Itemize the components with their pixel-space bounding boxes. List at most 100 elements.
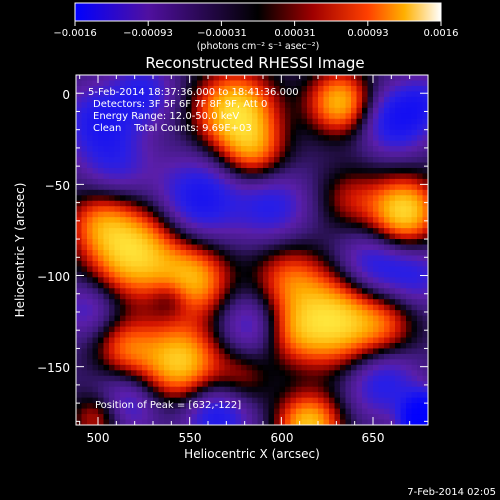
heatmap-cell: [285, 217, 292, 224]
heatmap-cell: [279, 91, 286, 98]
heatmap-cell: [98, 299, 105, 306]
annotation-clean-counts: Clean Total Counts: 9.69E+03: [93, 123, 252, 134]
heatmap-cell: [257, 397, 264, 404]
heatmap-cell: [378, 419, 385, 425]
heatmap-cell: [373, 206, 380, 213]
heatmap-cell: [290, 370, 297, 377]
heatmap-cell: [290, 239, 297, 246]
heatmap-cell: [384, 178, 391, 185]
heatmap-cell: [373, 178, 380, 185]
heatmap-cell: [136, 282, 143, 289]
heatmap-cell: [136, 91, 143, 98]
heatmap-cell: [263, 222, 270, 229]
heatmap-cell: [241, 107, 248, 114]
heatmap-cell: [109, 162, 116, 169]
heatmap-cell: [274, 266, 281, 273]
heatmap-cell: [98, 124, 105, 131]
heatmap-cell: [417, 244, 424, 251]
heatmap-cell: [158, 326, 165, 333]
heatmap-cell: [411, 135, 418, 142]
heatmap-cell: [263, 113, 270, 120]
heatmap-cell: [312, 195, 319, 202]
heatmap-cell: [373, 146, 380, 153]
heatmap-cell: [301, 288, 308, 295]
heatmap-cell: [241, 178, 248, 185]
heatmap-cell: [263, 266, 270, 273]
heatmap-cell: [76, 260, 83, 268]
heatmap-cell: [81, 408, 88, 415]
heatmap-cell: [285, 255, 292, 262]
heatmap-cell: [241, 288, 248, 295]
heatmap-cell: [417, 140, 424, 147]
heatmap-cell: [202, 244, 209, 251]
heatmap-cell: [186, 326, 193, 333]
heatmap-cell: [114, 337, 121, 344]
heatmap-cell: [307, 206, 314, 213]
heatmap-cell: [274, 129, 281, 136]
heatmap-cell: [389, 217, 396, 224]
heatmap-cell: [114, 370, 121, 377]
heatmap-cell: [246, 299, 253, 306]
heatmap-cell: [241, 233, 248, 240]
heatmap-cell: [301, 151, 308, 158]
heatmap-cell: [406, 222, 413, 229]
heatmap-cell: [263, 397, 270, 404]
heatmap-cell: [279, 299, 286, 306]
heatmap-cell: [334, 157, 341, 164]
heatmap-cell: [400, 80, 407, 87]
heatmap-cell: [351, 260, 358, 268]
heatmap-cell: [175, 217, 182, 224]
heatmap-cell: [422, 118, 428, 125]
heatmap-cell: [307, 250, 314, 257]
heatmap-cell: [406, 332, 413, 339]
heatmap-cell: [153, 217, 160, 224]
heatmap-cell: [329, 403, 336, 410]
heatmap-cell: [362, 326, 369, 333]
heatmap-cell: [103, 200, 110, 207]
heatmap-cell: [87, 293, 94, 300]
heatmap-cell: [422, 195, 428, 202]
heatmap-cell: [235, 135, 242, 142]
heatmap-cell: [378, 326, 385, 333]
heatmap-cell: [230, 250, 237, 257]
heatmap-cell: [400, 184, 407, 191]
heatmap-cell: [367, 233, 374, 240]
heatmap-cell: [268, 419, 275, 425]
heatmap-cell: [191, 293, 198, 300]
heatmap-cell: [268, 113, 275, 120]
heatmap-cell: [274, 375, 281, 382]
heatmap-cell: [268, 255, 275, 262]
heatmap-cell: [301, 293, 308, 300]
heatmap-cell: [224, 381, 231, 388]
heatmap-cell: [131, 140, 138, 147]
heatmap-cell: [323, 255, 330, 262]
heatmap-cell: [406, 342, 413, 350]
heatmap-cell: [147, 189, 154, 196]
heatmap-cell: [109, 359, 116, 366]
heatmap-cell: [263, 337, 270, 344]
heatmap-cell: [340, 414, 347, 421]
heatmap-cell: [191, 189, 198, 196]
heatmap-cell: [224, 178, 231, 185]
heatmap-cell: [202, 250, 209, 257]
heatmap-cell: [417, 113, 424, 120]
heatmap-cell: [87, 381, 94, 388]
heatmap-cell: [351, 266, 358, 273]
heatmap-cell: [417, 397, 424, 404]
heatmap-cell: [334, 315, 341, 322]
heatmap-cell: [356, 353, 363, 360]
heatmap-cell: [367, 271, 374, 278]
heatmap-cell: [175, 222, 182, 229]
heatmap-cell: [114, 151, 121, 158]
heatmap-cell: [98, 321, 105, 328]
heatmap-cell: [400, 386, 407, 393]
heatmap-cell: [120, 403, 127, 410]
heatmap-cell: [411, 85, 418, 93]
heatmap-cell: [197, 107, 204, 114]
heatmap-cell: [411, 414, 418, 421]
heatmap-cell: [131, 228, 138, 235]
heatmap-cell: [268, 403, 275, 410]
heatmap-cell: [389, 353, 396, 360]
heatmap-cell: [208, 91, 215, 98]
heatmap-cell: [384, 75, 391, 82]
